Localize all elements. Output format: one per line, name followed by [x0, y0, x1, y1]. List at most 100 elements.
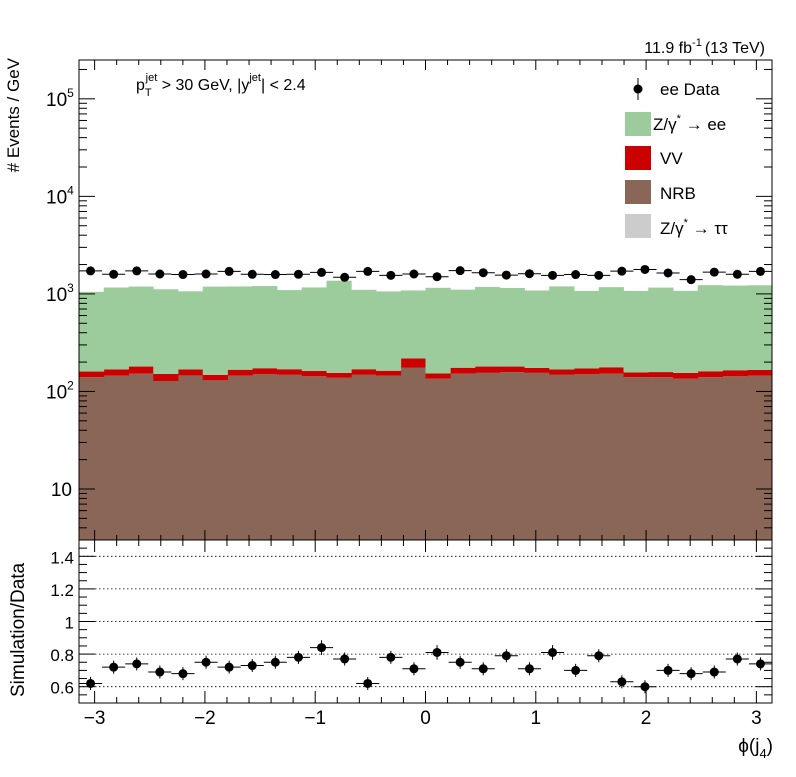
bar-nrb-22: [624, 377, 649, 540]
bar-nrb-6: [228, 376, 253, 540]
bar-zee-25: [698, 285, 723, 371]
ratio-point-24: [633, 680, 656, 693]
data-point-9: [287, 270, 310, 279]
bar-vv-10: [327, 373, 352, 378]
legend-swatch-vv: [625, 146, 651, 170]
bar-zee-22: [624, 291, 649, 372]
x-tick-label: −3: [84, 708, 106, 729]
bar-vv-15: [450, 368, 475, 374]
ratio-y-tick-label: 0.6: [50, 679, 74, 698]
ratio-point-25: [657, 664, 680, 677]
bar-zee-16: [475, 287, 500, 367]
data-point-29: [749, 267, 772, 276]
ratio-point-5: [195, 656, 218, 669]
top-y-tick-label: 105: [46, 86, 74, 111]
top-y-tick-label: 104: [46, 183, 74, 208]
bar-vv-12: [376, 371, 401, 376]
data-point-13: [379, 271, 402, 280]
bar-vv-4: [178, 369, 203, 375]
data-point-8: [264, 270, 287, 279]
bar-nrb-13: [401, 368, 426, 540]
bar-nrb-23: [648, 377, 673, 540]
bar-vv-26: [723, 370, 748, 376]
top-y-tick-label: 102: [46, 378, 74, 403]
ratio-point-13: [379, 651, 402, 664]
bar-zee-24: [673, 291, 698, 373]
bar-vv-20: [574, 368, 599, 374]
bar-zee-14: [426, 288, 451, 374]
bar-nrb-10: [327, 378, 352, 540]
bar-vv-3: [153, 374, 178, 381]
data-point-5: [195, 269, 218, 278]
data-point-27: [703, 268, 726, 277]
bar-nrb-21: [599, 374, 624, 540]
ratio-point-14: [402, 662, 425, 675]
ratio-point-28: [726, 652, 749, 665]
x-tick-label: 2: [641, 708, 652, 729]
bar-vv-21: [599, 367, 624, 373]
bar-zee-3: [153, 289, 178, 374]
x-tick-label: 3: [751, 708, 762, 729]
data-point-10: [310, 268, 333, 277]
data-point-20: [541, 271, 564, 280]
ratio-point-12: [356, 677, 379, 690]
x-tick-label: −2: [194, 708, 216, 729]
bar-zee-6: [228, 286, 253, 369]
bar-vv-5: [203, 375, 228, 380]
bar-nrb-24: [673, 379, 698, 540]
ratio-point-2: [125, 657, 148, 670]
data-points: [79, 265, 772, 284]
legend-swatch-nrb: [625, 180, 651, 204]
ratio-point-19: [518, 662, 541, 675]
bar-zee-9: [302, 287, 327, 371]
data-point-1: [102, 270, 125, 279]
bar-nrb-2: [129, 374, 154, 540]
bar-zee-21: [599, 287, 624, 367]
bar-nrb-27: [747, 376, 772, 540]
data-point-11: [333, 273, 356, 282]
legend-label-ztautau: Z/γ* → ττ: [660, 217, 728, 238]
legend-data-marker: [634, 85, 643, 94]
bar-nrb-9: [302, 376, 327, 540]
data-point-14: [402, 269, 425, 278]
bar-vv-23: [648, 372, 673, 377]
bar-nrb-20: [574, 374, 599, 540]
ratio-point-15: [426, 645, 449, 660]
ratio-point-6: [218, 661, 241, 674]
bar-nrb-8: [277, 375, 302, 540]
bar-zee-13: [401, 290, 426, 358]
ratio-point-1: [102, 661, 125, 674]
data-point-7: [241, 270, 264, 279]
bar-nrb-17: [500, 372, 525, 540]
x-tick-label: 0: [420, 708, 431, 729]
bar-zee-15: [450, 290, 475, 368]
bar-nrb-14: [426, 379, 451, 540]
bar-vv-19: [549, 369, 574, 374]
data-point-23: [610, 267, 633, 276]
bar-nrb-16: [475, 373, 500, 540]
ratio-point-3: [148, 666, 171, 679]
legend-label-nrb: NRB: [660, 184, 696, 203]
luminosity-label: 11.9 fb-1(13 TeV): [644, 37, 765, 57]
bar-zee-11: [351, 290, 376, 369]
legend-entry-zee: Z/γ* → ee: [625, 112, 726, 136]
bar-vv-24: [673, 373, 698, 379]
bar-vv-8: [277, 369, 302, 375]
bar-nrb-1: [104, 376, 129, 540]
ratio-point-4: [171, 667, 194, 680]
data-point-26: [680, 275, 703, 284]
bar-zee-18: [525, 290, 550, 367]
data-point-15: [426, 272, 449, 281]
legend-swatch-ztautau: [625, 214, 651, 238]
bar-zee-17: [500, 288, 525, 367]
ratio-point-22: [587, 649, 610, 662]
bar-nrb-26: [723, 376, 748, 540]
ratio-y-tick-label: 1.2: [50, 581, 74, 600]
data-point-12: [356, 267, 379, 276]
ratio-point-26: [680, 667, 703, 680]
ratio-points: [79, 640, 772, 693]
ratio-point-21: [564, 664, 587, 677]
data-point-16: [449, 266, 472, 275]
legend-entry-vv: VV: [625, 146, 683, 170]
